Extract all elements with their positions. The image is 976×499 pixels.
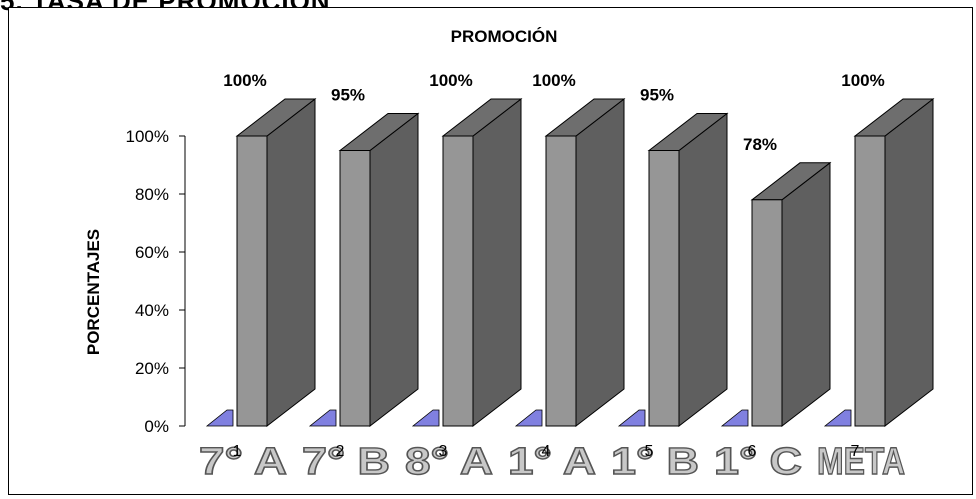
y-tick-label: 40%	[135, 301, 169, 320]
category-label: 7° A	[199, 441, 287, 483]
floor-marker	[205, 409, 234, 427]
bar	[339, 150, 371, 427]
bar-side	[575, 97, 625, 428]
floor-marker	[514, 409, 543, 427]
promotion-chart: PROMOCIÓN PORCENTAJES 0% 20% 40% 60% 80% 100%…	[84, 27, 935, 484]
x-tick-label: 2	[336, 443, 345, 460]
category-label: META	[817, 441, 905, 483]
x-tick-label: 1	[233, 443, 242, 460]
y-axis-label: PORCENTAJES	[84, 229, 103, 355]
bar	[442, 135, 474, 427]
bar-side	[781, 161, 831, 428]
category-label: 1° C	[714, 441, 802, 483]
y-tick-label: 60%	[135, 243, 169, 262]
bar-side	[884, 97, 934, 428]
x-tick-label: 7	[851, 443, 860, 460]
floor-marker	[308, 409, 337, 427]
bar-side	[472, 97, 522, 428]
bar	[751, 199, 783, 427]
y-tick-label: 0%	[144, 417, 169, 436]
bar-side	[369, 112, 419, 428]
x-tick-label: 5	[645, 443, 654, 460]
data-label: 100%	[223, 71, 266, 90]
category-label: 7° B	[302, 441, 390, 483]
floor-marker	[720, 409, 749, 427]
data-label: 100%	[532, 71, 575, 90]
data-label: 95%	[640, 86, 674, 105]
chart-title: PROMOCIÓN	[451, 27, 558, 46]
bar	[854, 135, 886, 427]
x-tick-label: 4	[542, 443, 551, 460]
floor-marker	[411, 409, 440, 427]
data-label: 78%	[743, 135, 777, 154]
bar-side	[678, 112, 728, 428]
x-tick-label: 3	[439, 443, 448, 460]
floor-marker	[823, 409, 852, 427]
category-label: 1° A	[508, 441, 596, 483]
data-label: 95%	[331, 86, 365, 105]
bar	[648, 150, 680, 427]
bar-side	[266, 97, 316, 428]
category-label: 8° A	[405, 441, 493, 483]
y-tick-label: 20%	[135, 359, 169, 378]
floor-marker	[617, 409, 646, 427]
y-tick-label: 80%	[135, 185, 169, 204]
bar	[545, 135, 577, 427]
data-label: 100%	[429, 71, 472, 90]
labels-layer: 100% 7° A1 95% 7° B2 100% 8° A3 100% 1° A4 95% 1°…	[198, 71, 905, 484]
x-tick-label: 6	[748, 443, 757, 460]
data-label: 100%	[841, 71, 884, 90]
y-tick-label: 100%	[126, 127, 169, 146]
bars-layer	[205, 97, 935, 428]
chart-frame: PROMOCIÓN PORCENTAJES 0% 20% 40% 60% 80% 100%…	[8, 7, 973, 495]
category-label: 1° B	[611, 441, 699, 483]
axes-layer: 0% 20% 40% 60% 80% 100%	[126, 127, 186, 436]
bar	[236, 135, 268, 427]
